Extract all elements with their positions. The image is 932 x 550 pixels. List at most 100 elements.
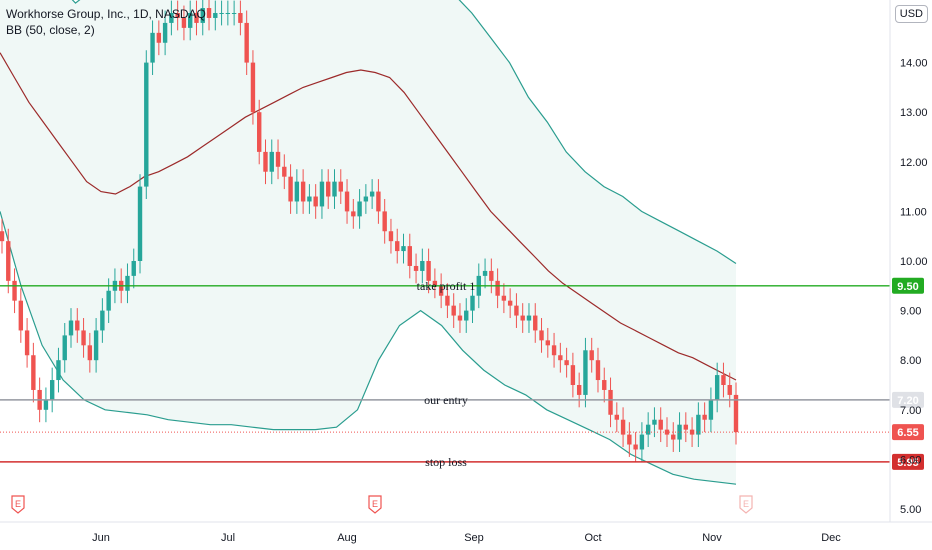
level-price-text: 7.20 <box>897 395 918 407</box>
level-price-badge <box>892 453 924 470</box>
candle-body <box>470 295 475 311</box>
candle-body <box>326 181 331 197</box>
candle-body <box>6 241 11 281</box>
candle-body <box>49 380 55 400</box>
candle-body <box>338 181 343 192</box>
y-tick-label: 14.00 <box>900 58 928 70</box>
candle-body <box>564 360 569 366</box>
candle-body <box>602 380 607 390</box>
candle-body <box>100 310 105 331</box>
x-tick-label: Nov <box>702 532 722 544</box>
candle-body <box>614 414 620 420</box>
last-price-text: 6.55 <box>897 427 918 439</box>
candle-body <box>413 265 419 271</box>
candle-body <box>257 112 262 152</box>
candle-body <box>721 375 726 385</box>
lower-band-line <box>0 211 737 485</box>
candle-body <box>464 310 469 321</box>
y-tick-label: 7.00 <box>900 405 921 417</box>
candle-body <box>313 196 318 207</box>
time-axis[interactable]: Jun Jul Aug Sep Oct Nov Dec <box>0 521 932 544</box>
candle-body <box>683 424 689 430</box>
candle-body <box>733 394 739 433</box>
candle-body <box>56 360 61 381</box>
candle-body <box>608 389 613 415</box>
earnings-marker-label: E <box>743 499 749 509</box>
y-tick-label: 6.00 <box>900 454 921 466</box>
level-price-badge <box>892 391 924 408</box>
candle-body <box>344 191 350 212</box>
candle-body <box>194 13 199 23</box>
candle-body <box>169 13 174 23</box>
candle-body <box>658 419 663 430</box>
candle-body <box>12 280 17 301</box>
x-tick-label: Sep <box>464 532 484 544</box>
candle-body <box>263 151 268 172</box>
candle-body <box>507 300 513 306</box>
candle-body <box>438 285 444 296</box>
candle-body <box>300 181 306 202</box>
currency-button[interactable]: USD <box>894 5 928 23</box>
candle-body <box>225 13 231 14</box>
candle-body <box>620 419 626 435</box>
earnings-marker-label: E <box>15 499 21 509</box>
candle-body <box>576 385 582 395</box>
candle-body <box>206 8 212 18</box>
candle-body <box>395 241 400 252</box>
x-tick-label: Oct <box>584 532 601 544</box>
y-tick-label: 11.00 <box>900 206 927 218</box>
candle-body <box>401 246 406 252</box>
candle-body <box>238 13 243 23</box>
candle-body <box>526 315 532 321</box>
candle-body <box>181 17 187 28</box>
price-levels: take profit 1 9.50 our entry 7.20 stop loss 5… <box>0 277 924 470</box>
y-tick-label: 5.00 <box>900 504 921 516</box>
candle-body <box>589 350 594 361</box>
candle-body <box>570 365 576 385</box>
symbol-title[interactable]: Workhorse Group, Inc., 1D, NASDAQ <box>6 7 206 21</box>
candle-body <box>432 280 438 286</box>
candle-body <box>68 320 74 336</box>
earnings-marker-icon <box>739 495 753 514</box>
candle-body <box>24 330 30 356</box>
candle-body <box>407 246 412 266</box>
candle-body <box>156 32 162 43</box>
candle-body <box>231 13 237 14</box>
candle-body <box>595 360 601 381</box>
candle-body <box>307 196 312 202</box>
candle-body <box>689 429 695 435</box>
candle-body <box>696 414 701 435</box>
candle-body <box>671 434 676 440</box>
y-tick-label: 13.00 <box>900 107 928 119</box>
indicator-label[interactable]: BB (50, close, 2) <box>6 23 95 37</box>
candle-body <box>332 181 337 197</box>
candle-body <box>213 13 218 18</box>
candle-body <box>382 211 387 232</box>
candle-body <box>31 355 36 390</box>
candle-body <box>288 176 293 202</box>
candle-body <box>633 444 638 450</box>
candle-body <box>294 181 300 202</box>
candlestick-series <box>0 0 739 462</box>
candle-body <box>539 330 544 341</box>
price-axis[interactable]: 5.00 6.00 7.00 8.00 9.00 10.00 11.00 12.00 13.00… <box>889 0 928 522</box>
candle-body <box>457 315 463 321</box>
candle-body <box>269 151 274 172</box>
last-price-badge <box>892 424 924 441</box>
earnings-marker-icon <box>11 495 25 514</box>
candle-body <box>520 315 525 321</box>
candle-body <box>87 345 93 361</box>
level-label: our entry <box>424 393 468 407</box>
candle-body <box>319 181 325 207</box>
candle-body <box>200 8 205 23</box>
candle-body <box>131 261 136 276</box>
candle-body <box>125 275 130 291</box>
candle-body <box>708 399 714 420</box>
candle-body <box>451 305 456 316</box>
candle-body <box>106 290 111 311</box>
level-price-badge <box>892 277 924 294</box>
candle-body <box>677 424 682 440</box>
candle-body <box>62 335 67 361</box>
